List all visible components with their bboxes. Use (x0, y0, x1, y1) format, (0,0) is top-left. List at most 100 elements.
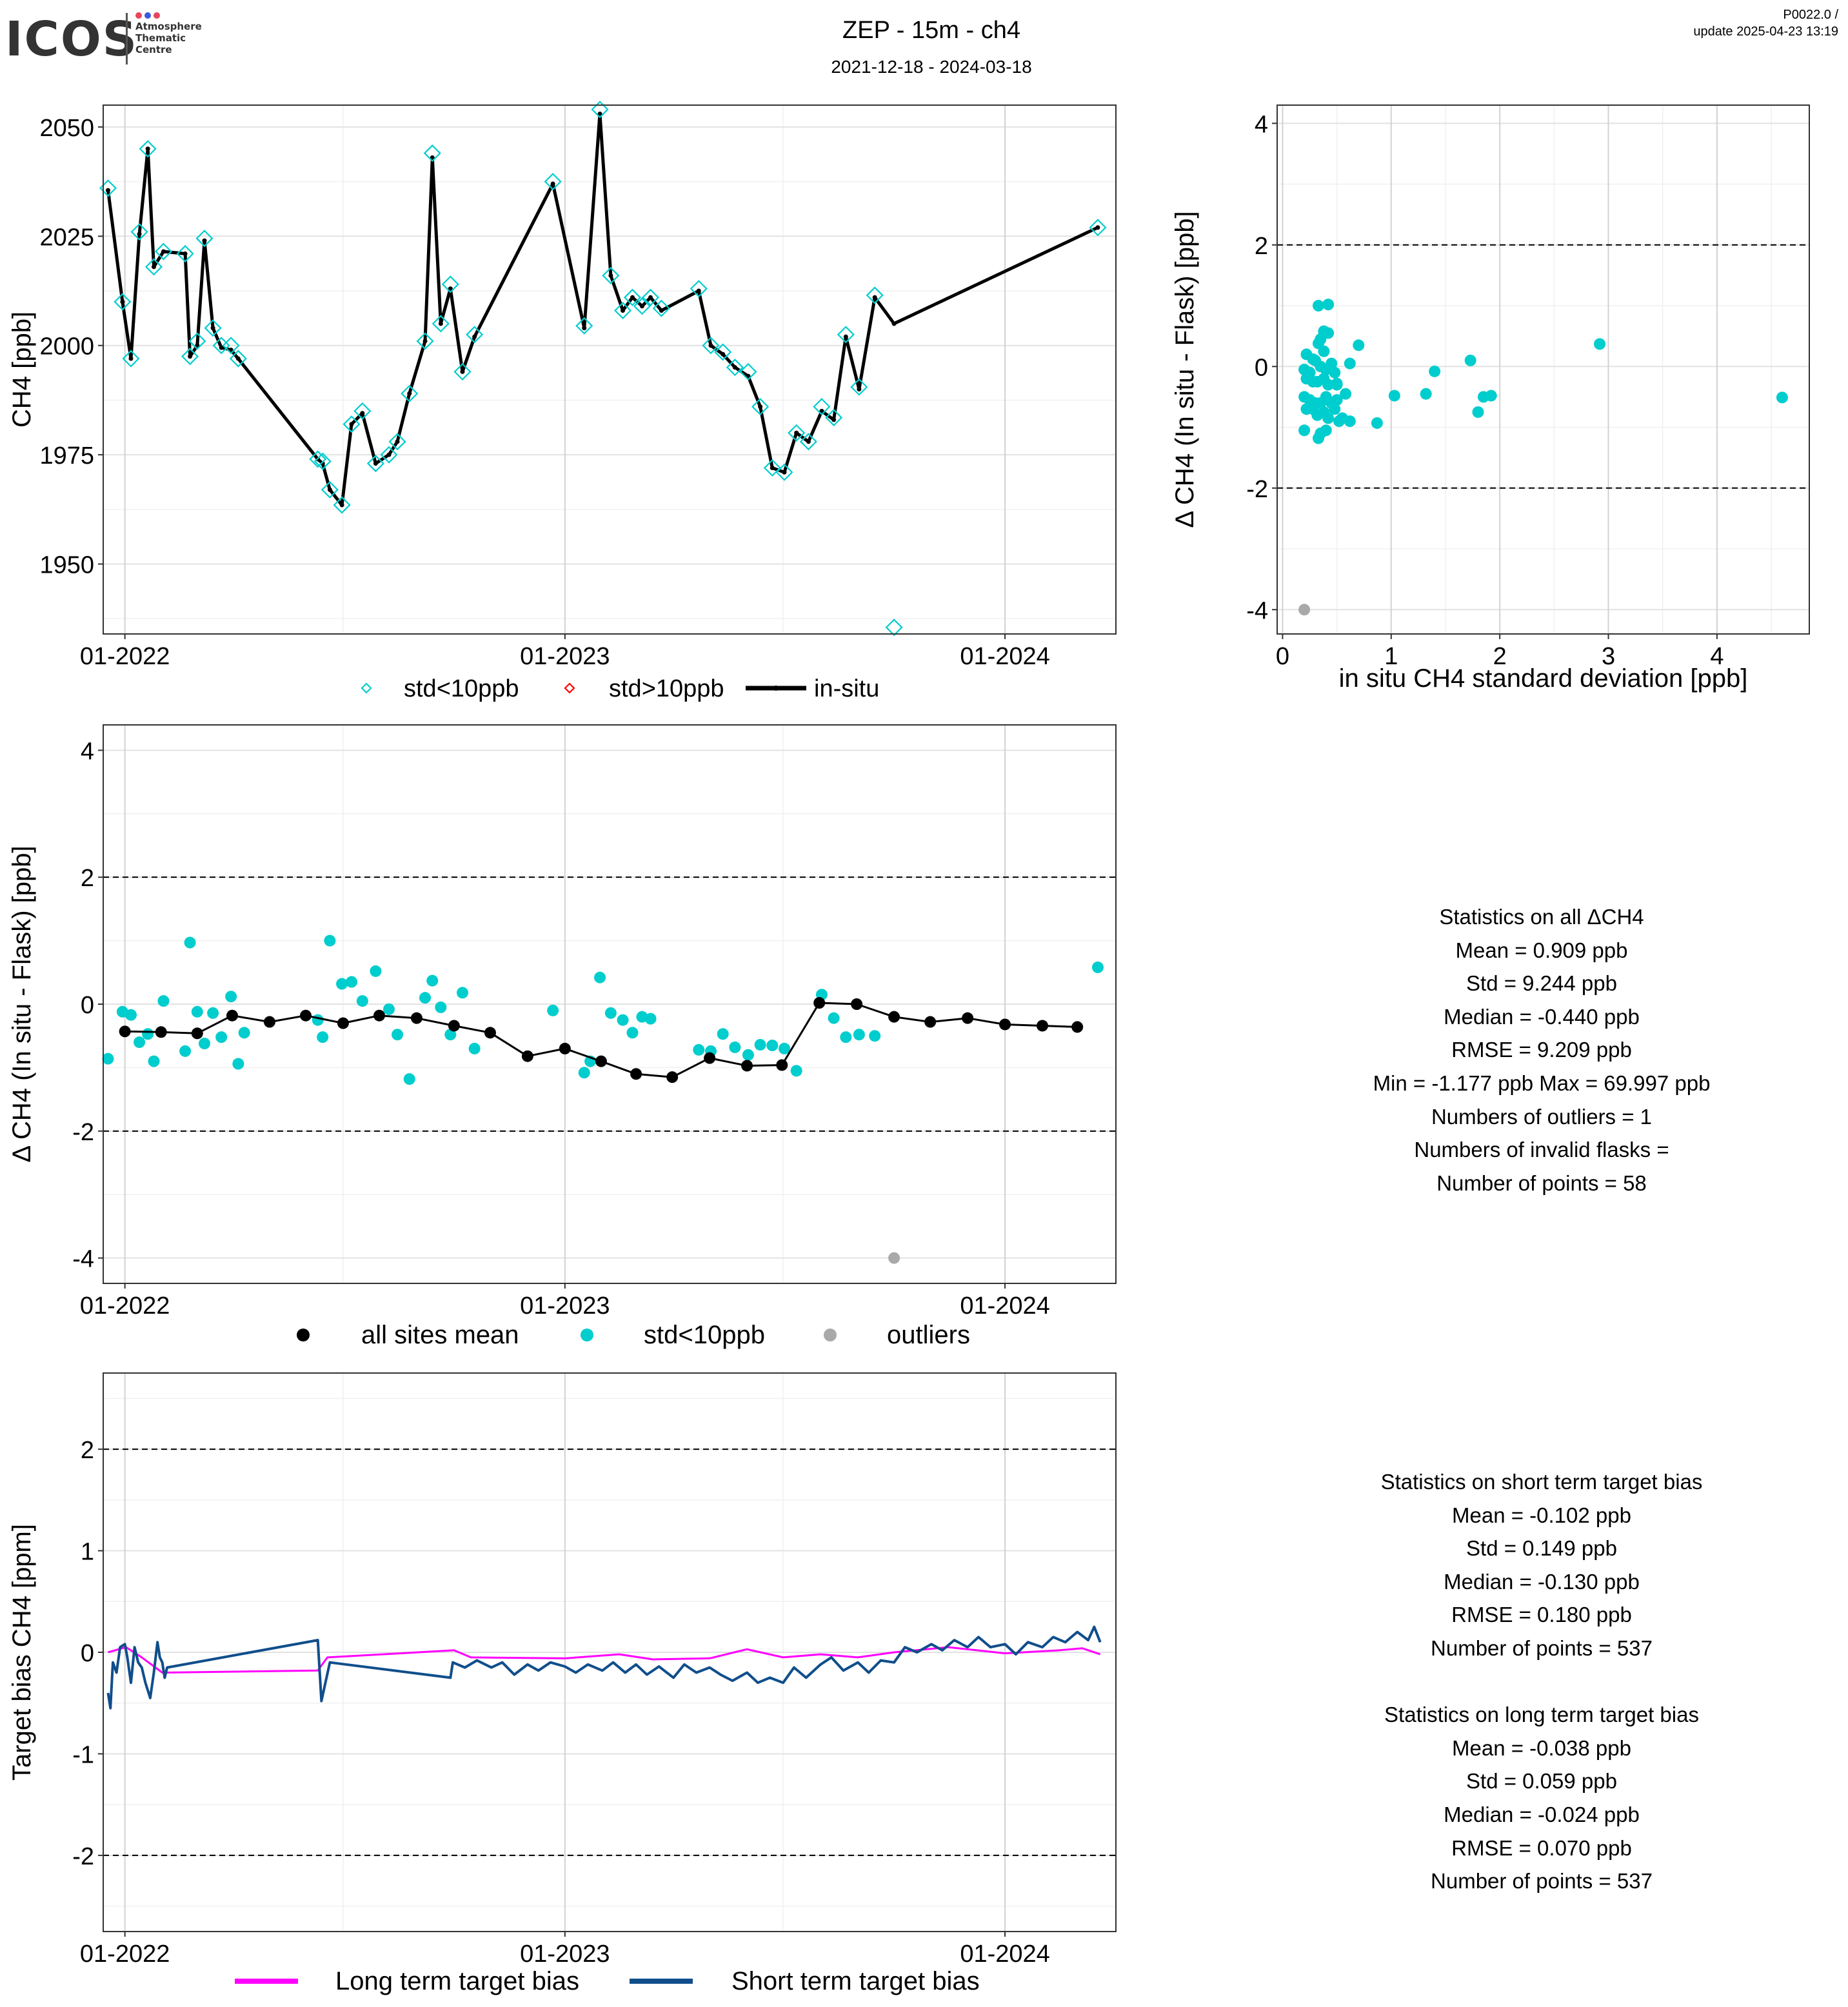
page-title: ZEP - 15m - ch4 (842, 17, 1020, 44)
delta-point (547, 1004, 559, 1016)
logo-text: ICOS (5, 12, 139, 67)
all-sites-mean-point (155, 1026, 167, 1038)
in-situ-point (210, 326, 215, 331)
flask-std-lt-10-marker (837, 326, 855, 344)
y-axis-label: Target bias CH4 [ppm] (8, 1524, 36, 1781)
delta-point (468, 1042, 481, 1054)
in-situ-point (395, 439, 400, 444)
flask-std-lt-10-marker (229, 350, 247, 368)
flask-std-lt-10-marker (181, 348, 199, 366)
y-axis-label: Δ CH4 (In situ - Flask) [ppb] (8, 845, 36, 1162)
flask-std-lt-10-marker (441, 275, 459, 293)
y-tick-label: -2 (72, 1843, 94, 1870)
scatter-point (1326, 357, 1338, 370)
scatter-point (1353, 339, 1365, 351)
in-situ-point (360, 411, 365, 416)
legend-key-std-gt-10 (564, 682, 575, 694)
plot-background (103, 105, 1116, 634)
x-tick-label: 01-2023 (520, 643, 610, 670)
flask-std-lt-10-marker (751, 398, 770, 416)
y-tick-label: 2 (1255, 233, 1268, 260)
y-tick-label: 1 (81, 1539, 94, 1566)
y-tick-label: 0 (81, 1640, 94, 1667)
delta-point (191, 1005, 203, 1018)
flask-std-lt-10-marker (623, 288, 642, 306)
update-line: update 2025-04-23 13:19 (1693, 25, 1838, 39)
all-sites-mean-point (595, 1055, 607, 1067)
delta-point (179, 1045, 192, 1057)
delta-point (232, 1058, 244, 1070)
delta-point (717, 1028, 729, 1040)
flask-std-lt-10-marker (714, 343, 732, 361)
scatter-point (1322, 379, 1335, 391)
delta-point (207, 1007, 219, 1019)
plot-border (103, 724, 1117, 1284)
scatter-point (1594, 338, 1606, 350)
in-situ-point (407, 391, 412, 396)
delta-point (225, 991, 237, 1003)
delta-point (148, 1055, 160, 1067)
in-situ-point (460, 369, 465, 374)
x-tick-label: 01-2024 (960, 1292, 1049, 1320)
delta-point (324, 934, 336, 947)
plot-border (1277, 104, 1810, 635)
in-situ-point (202, 238, 207, 243)
flask-std-lt-10-marker (432, 315, 450, 333)
in-situ-point (137, 232, 142, 237)
all-sites-mean-point (704, 1052, 716, 1064)
stat-line: Std = 9.244 ppb (1466, 971, 1617, 996)
delta-point (840, 1031, 852, 1043)
flask-std-lt-10-marker (144, 258, 163, 276)
stat-line: Number of points = 58 (1436, 1171, 1647, 1195)
delta-point (644, 1013, 657, 1025)
in-situ-point (831, 417, 837, 422)
all-sites-mean-point (448, 1020, 460, 1032)
flask-std-lt-10-marker (633, 297, 651, 315)
flask-std-lt-10-marker (775, 463, 793, 481)
scatter-point (1329, 403, 1341, 415)
all-sites-mean-point (300, 1009, 312, 1022)
all-sites-mean-point (999, 1018, 1011, 1031)
legend-label: std<10ppb (404, 675, 519, 702)
delta-point (346, 976, 358, 988)
delta-point (370, 965, 382, 977)
y-axis-label: Δ CH4 (In situ - Flask) [ppb] (1171, 211, 1199, 528)
flask-std-lt-10-marker (204, 319, 222, 337)
flask-std-lt-10-marker (702, 337, 720, 355)
in-situ-point (152, 264, 156, 270)
y-tick-label: -2 (1246, 476, 1268, 503)
x-tick-label: 01-2023 (520, 1941, 610, 1968)
stat-line: Statistics on long term target bias (1384, 1703, 1699, 1727)
delta-point (729, 1041, 741, 1053)
in-situ-point (732, 365, 737, 370)
flask-std-lt-10-marker (222, 337, 240, 355)
flask-std-lt-10-marker (313, 452, 332, 470)
scatter-point (1331, 377, 1343, 390)
delta-point (626, 1027, 639, 1039)
flask-std-lt-10-marker (850, 378, 868, 396)
scatter-point (1344, 357, 1356, 370)
in-situ-point (472, 334, 477, 339)
in-situ-point (872, 295, 877, 300)
delta-point (215, 1031, 228, 1043)
all-sites-mean-point (630, 1068, 642, 1080)
delta-point (312, 1014, 324, 1026)
in-situ-point (843, 334, 848, 339)
scatter-point (1776, 391, 1788, 404)
scatter-point (1485, 390, 1497, 402)
delta-point (828, 1012, 840, 1024)
logo-subtitle-1: Atmosphere (135, 21, 202, 32)
flask-std-lt-10-marker (423, 144, 441, 163)
date-range: 2021-12-18 - 2024-03-18 (831, 57, 1032, 77)
delta-point (604, 1007, 617, 1019)
all-sites-mean-point (924, 1016, 937, 1028)
delta-point (317, 1031, 329, 1043)
all-sites-mean-point (119, 1025, 131, 1038)
flask-std-lt-10-marker (154, 242, 173, 261)
flask-std-lt-10-marker (788, 424, 806, 442)
delta-point (790, 1065, 802, 1077)
delta-point (594, 971, 606, 984)
flask-std-lt-10-marker (139, 140, 157, 158)
scatter-point (1298, 424, 1311, 437)
